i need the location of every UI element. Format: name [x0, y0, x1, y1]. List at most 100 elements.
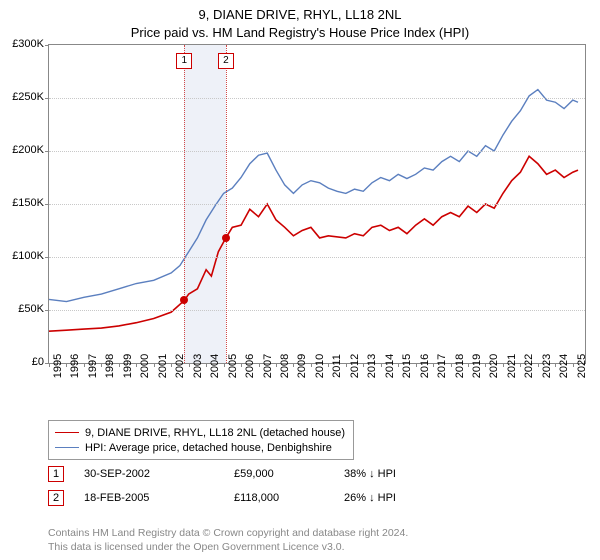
xtick — [101, 363, 102, 367]
x-axis-label: 2000 — [139, 354, 151, 378]
x-axis-label: 2022 — [523, 354, 535, 378]
x-axis-label: 1995 — [52, 354, 64, 378]
legend-swatch — [55, 432, 79, 433]
gridline-h — [49, 257, 585, 258]
xtick — [259, 363, 260, 367]
series-hpi — [49, 90, 578, 302]
xtick — [468, 363, 469, 367]
gridline-h — [49, 151, 585, 152]
xtick — [346, 363, 347, 367]
xtick — [503, 363, 504, 367]
legend-label: HPI: Average price, detached house, Denb… — [85, 442, 332, 454]
xtick — [416, 363, 417, 367]
sale-date: 18-FEB-2005 — [84, 492, 234, 504]
xtick — [224, 363, 225, 367]
footer-attribution: Contains HM Land Registry data © Crown c… — [48, 526, 408, 554]
chart-area: £0£50K£100K£150K£200K£250K£300K 12 19951… — [0, 44, 600, 414]
xtick — [84, 363, 85, 367]
title-address: 9, DIANE DRIVE, RHYL, LL18 2NL — [0, 6, 600, 24]
xtick — [293, 363, 294, 367]
event-point-marker — [180, 296, 188, 304]
x-axis-label: 2017 — [436, 354, 448, 378]
x-axis-label: 2003 — [192, 354, 204, 378]
sale-date: 30-SEP-2002 — [84, 468, 234, 480]
x-axis-label: 1996 — [69, 354, 81, 378]
xtick — [485, 363, 486, 367]
xtick — [206, 363, 207, 367]
x-axis-label: 2018 — [454, 354, 466, 378]
x-axis-label: 2024 — [558, 354, 570, 378]
sale-price: £59,000 — [234, 468, 344, 480]
ytick — [45, 45, 49, 46]
sale-index-box: 2 — [48, 490, 64, 506]
sale-pct-vs-hpi: 26% ↓ HPI — [344, 492, 396, 504]
sale-index-box: 1 — [48, 466, 64, 482]
x-axis-label: 1997 — [87, 354, 99, 378]
x-axis-label: 2023 — [541, 354, 553, 378]
x-axis-label: 2007 — [262, 354, 274, 378]
x-axis-label: 2004 — [209, 354, 221, 378]
x-axis-label: 2020 — [488, 354, 500, 378]
xtick — [433, 363, 434, 367]
ytick — [45, 151, 49, 152]
xtick — [311, 363, 312, 367]
y-axis-label: £100K — [0, 250, 44, 262]
ytick — [45, 257, 49, 258]
xtick — [49, 363, 50, 367]
ytick — [45, 98, 49, 99]
y-axis-label: £300K — [0, 38, 44, 50]
xtick — [538, 363, 539, 367]
x-axis-label: 2014 — [384, 354, 396, 378]
footer-line-1: Contains HM Land Registry data © Crown c… — [48, 526, 408, 540]
x-axis-label: 2011 — [331, 354, 343, 378]
gridline-h — [49, 204, 585, 205]
x-axis-label: 2005 — [227, 354, 239, 378]
x-axis-label: 2002 — [174, 354, 186, 378]
ytick — [45, 310, 49, 311]
y-axis-label: £250K — [0, 91, 44, 103]
xtick — [241, 363, 242, 367]
xtick — [363, 363, 364, 367]
footer-line-2: This data is licensed under the Open Gov… — [48, 540, 408, 554]
ytick — [45, 204, 49, 205]
plot-region: 12 — [48, 44, 586, 364]
y-axis-label: £0 — [0, 356, 44, 368]
legend: 9, DIANE DRIVE, RHYL, LL18 2NL (detached… — [48, 420, 354, 460]
xtick — [328, 363, 329, 367]
xtick — [398, 363, 399, 367]
event-index-box: 2 — [218, 53, 234, 69]
gridline-h — [49, 310, 585, 311]
event-vline — [226, 45, 227, 363]
xtick — [451, 363, 452, 367]
y-axis-label: £50K — [0, 303, 44, 315]
sale-row: 2 18-FEB-2005£118,00026% ↓ HPI — [48, 490, 568, 506]
x-axis-label: 2001 — [157, 354, 169, 378]
x-axis-label: 2019 — [471, 354, 483, 378]
x-axis-label: 2013 — [366, 354, 378, 378]
xtick — [136, 363, 137, 367]
chart-container: 9, DIANE DRIVE, RHYL, LL18 2NL Price pai… — [0, 0, 600, 560]
x-axis-label: 2015 — [401, 354, 413, 378]
x-axis-label: 2006 — [244, 354, 256, 378]
xtick — [66, 363, 67, 367]
x-axis-label: 1999 — [122, 354, 134, 378]
title-block: 9, DIANE DRIVE, RHYL, LL18 2NL Price pai… — [0, 0, 600, 41]
legend-swatch — [55, 447, 79, 448]
xtick — [555, 363, 556, 367]
x-axis-label: 2010 — [314, 354, 326, 378]
sale-price: £118,000 — [234, 492, 344, 504]
xtick — [171, 363, 172, 367]
sale-pct-vs-hpi: 38% ↓ HPI — [344, 468, 396, 480]
xtick — [520, 363, 521, 367]
xtick — [276, 363, 277, 367]
x-axis-label: 2016 — [419, 354, 431, 378]
event-vline — [184, 45, 185, 363]
y-axis-label: £200K — [0, 144, 44, 156]
gridline-h — [49, 98, 585, 99]
x-axis-label: 2025 — [576, 354, 588, 378]
x-axis-label: 2008 — [279, 354, 291, 378]
xtick — [154, 363, 155, 367]
x-axis-label: 1998 — [104, 354, 116, 378]
sale-row: 1 30-SEP-2002£59,00038% ↓ HPI — [48, 466, 568, 482]
y-axis-label: £150K — [0, 197, 44, 209]
